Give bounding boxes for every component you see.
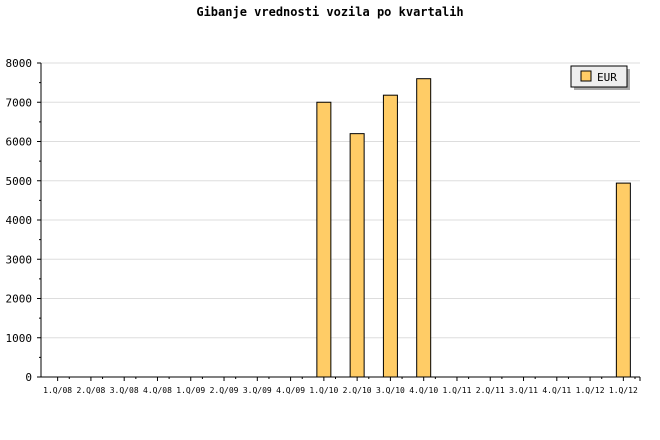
y-tick-label: 6000	[6, 136, 33, 149]
x-tick-label: 4.Q/09	[276, 386, 305, 395]
y-tick-label: 3000	[6, 253, 33, 266]
legend: EUR	[570, 65, 630, 90]
legend-swatch	[580, 70, 592, 82]
x-tick-label: 4.Q/10	[409, 386, 438, 395]
bar	[615, 182, 631, 378]
y-tick-label: 4000	[6, 214, 33, 227]
x-tick-labels: 1.Q/08 2.Q/08 3.Q/08 4.Q/08 1.Q/09 2.Q/09 3.Q/…	[43, 386, 638, 395]
y-tick-labels: 0 1000 2000 3000 4000 5000 6000 7000 8000	[6, 57, 33, 384]
x-tick-label: 1.Q/11	[443, 386, 472, 395]
bar	[416, 78, 432, 378]
x-tick-label: 3.Q/11	[509, 386, 538, 395]
x-tick-label: 1.Q/10	[309, 386, 338, 395]
grid-lines	[41, 62, 640, 339]
x-tick-label: 3.Q/08	[110, 386, 139, 395]
y-tick-label: 8000	[6, 57, 33, 70]
y-tick-label: 2000	[6, 293, 33, 306]
x-tick-label: 2.Q/10	[343, 386, 372, 395]
x-tick-label: 1.Q/12	[609, 386, 638, 395]
x-tick-label: 4.Q/11	[542, 386, 571, 395]
x-tick-label: 2.Q/09	[210, 386, 239, 395]
axes	[37, 62, 641, 381]
y-tick-label: 5000	[6, 175, 33, 188]
bar	[349, 133, 365, 378]
x-tick-label: 2.Q/11	[476, 386, 505, 395]
x-tick-label: 3.Q/10	[376, 386, 405, 395]
x-tick-label: 2.Q/08	[76, 386, 105, 395]
y-tick-label: 0	[25, 371, 32, 384]
y-tick-label: 7000	[6, 96, 33, 109]
y-tick-label: 1000	[6, 332, 33, 345]
chart-title: Gibanje vrednosti vozila po kvartalih	[196, 5, 463, 19]
x-tick-label: 1.Q/09	[176, 386, 205, 395]
x-tick-label: 1.Q/08	[43, 386, 72, 395]
bars	[316, 78, 631, 378]
bar	[382, 94, 398, 378]
bar	[316, 101, 332, 378]
x-tick-label: 1.Q/12	[576, 386, 605, 395]
legend-label: EUR	[597, 71, 617, 84]
x-tick-label: 3.Q/09	[243, 386, 272, 395]
x-tick-label: 4.Q/08	[143, 386, 172, 395]
